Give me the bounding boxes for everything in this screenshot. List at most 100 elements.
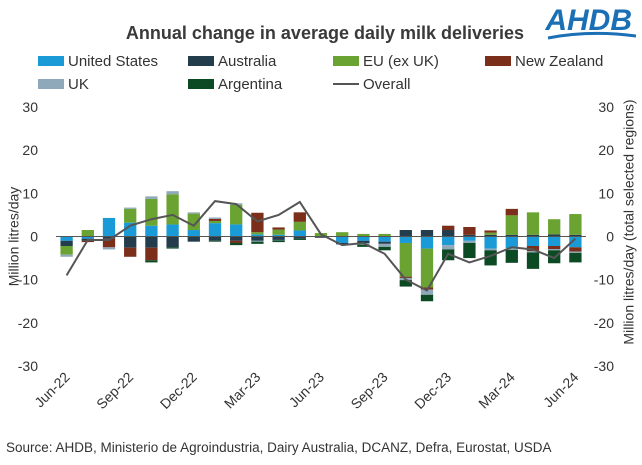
- bar-eu-ex-uk-may-23: [293, 221, 306, 231]
- bar-australia-jun-24: [569, 234, 582, 237]
- bar-australia-oct-23: [399, 230, 412, 237]
- bar-uk-jan-24: [463, 240, 476, 243]
- bar-uk-jan-23: [208, 217, 222, 219]
- bar-new-zealand-mar-23: [251, 212, 264, 233]
- overall-line: [65, 200, 577, 292]
- bar-united-states-dec-22: [187, 230, 200, 237]
- bar-eu-ex-uk-may-24: [548, 219, 561, 235]
- bar-australia-feb-23: [230, 236, 243, 241]
- y-tick-right: 10: [598, 185, 614, 201]
- logo-text: AHDB: [544, 4, 632, 37]
- bar-uk-may-24: [548, 249, 561, 251]
- bar-australia-aug-22: [102, 236, 116, 239]
- bar-eu-ex-uk-mar-24: [505, 215, 518, 235]
- bar-argentina-sep-23: [378, 246, 391, 251]
- bar-eu-ex-uk-oct-22: [145, 198, 158, 226]
- bar-uk-nov-23: [420, 289, 434, 295]
- y-tick-right: 20: [598, 142, 614, 158]
- bar-new-zealand-dec-23: [442, 225, 455, 231]
- source-note: Source: AHDB, Ministerio de Agroindustri…: [6, 440, 551, 455]
- bar-united-states-nov-22: [166, 224, 179, 237]
- bar-argentina-nov-23: [420, 294, 434, 302]
- x-tick-label: Sep-23: [347, 369, 390, 412]
- x-tick-label: Sep-22: [93, 369, 136, 412]
- x-tick-label: Dec-23: [411, 369, 454, 412]
- bar-eu-ex-uk-feb-23: [230, 204, 243, 225]
- bar-uk-jun-24: [569, 251, 582, 253]
- bar-new-zealand-oct-23: [399, 276, 412, 278]
- bar-australia-nov-22: [166, 236, 179, 248]
- legend-label-new-zealand: New Zealand: [515, 53, 603, 70]
- bar-eu-ex-uk-mar-23: [251, 232, 264, 235]
- bar-uk-sep-23: [378, 243, 391, 247]
- y-axis-label-left: Million litres/day: [6, 187, 22, 287]
- bar-eu-ex-uk-sep-23: [378, 233, 391, 237]
- bar-new-zealand-aug-22: [102, 238, 116, 248]
- chart-title: Annual change in average daily milk deli…: [126, 23, 524, 43]
- bar-uk-oct-22: [145, 196, 158, 199]
- legend-swatch-uk: [38, 79, 64, 89]
- bar-australia-apr-24: [526, 234, 540, 237]
- bar-united-states-sep-23: [378, 236, 391, 242]
- bar-australia-aug-23: [357, 240, 370, 243]
- bar-uk-apr-23: [272, 239, 285, 241]
- bar-australia-oct-22: [145, 236, 158, 248]
- bar-uk-aug-22: [102, 247, 116, 250]
- bar-united-states-mar-24: [505, 236, 518, 249]
- bar-eu-ex-uk-jan-23: [208, 220, 222, 224]
- x-tick-label: Mar-23: [221, 369, 264, 412]
- bar-australia-jul-23: [336, 242, 349, 245]
- legend-label-united-states: United States: [68, 53, 158, 70]
- bar-united-states-apr-24: [526, 236, 540, 246]
- bar-australia-mar-23: [251, 236, 264, 241]
- y-tick-left: 20: [22, 142, 38, 158]
- legend-label-australia: Australia: [218, 53, 277, 70]
- bar-eu-ex-uk-apr-24: [526, 212, 540, 235]
- x-tick-label: Jun-22: [31, 369, 73, 411]
- bar-australia-may-23: [293, 236, 306, 239]
- bar-eu-ex-uk-nov-23: [420, 248, 434, 288]
- y-tick-right: -20: [594, 315, 614, 331]
- bar-uk-mar-24: [505, 248, 518, 250]
- bar-australia-apr-23: [272, 236, 285, 240]
- bar-uk-sep-22: [124, 207, 137, 209]
- bar-united-states-jun-22: [60, 236, 73, 241]
- bar-australia-dec-22: [187, 236, 200, 242]
- y-tick-left: -30: [18, 358, 38, 374]
- x-tick-label: Mar-24: [475, 369, 518, 412]
- bar-eu-ex-uk-feb-24: [484, 232, 497, 235]
- axes: -30 -30 -20 -20 -10 -10 0 0 10 10 20 20 30 30 Jun-22 Se…: [18, 99, 614, 412]
- bar-uk-dec-23: [442, 245, 455, 250]
- bar-australia-jun-23: [314, 236, 328, 238]
- bar-australia-mar-24: [505, 234, 518, 237]
- bar-uk-nov-22: [166, 191, 179, 195]
- bar-australia-sep-23: [378, 241, 391, 244]
- plot-area: [56, 191, 586, 302]
- bar-united-states-oct-23: [399, 236, 412, 243]
- bar-argentina-apr-24: [526, 252, 540, 269]
- bar-united-states-aug-22: [102, 217, 116, 237]
- bar-united-states-may-23: [293, 230, 306, 237]
- legend-label-uk: UK: [68, 76, 89, 93]
- y-tick-right: 0: [606, 229, 614, 245]
- bar-united-states-jan-23: [208, 223, 222, 237]
- bar-united-states-feb-24: [484, 236, 497, 249]
- x-tick-label: Jun-24: [540, 369, 582, 411]
- x-tick-label: Jun-23: [286, 369, 328, 411]
- bar-australia-feb-24: [484, 234, 497, 237]
- bar-argentina-nov-22: [166, 247, 179, 249]
- bar-argentina-jun-24: [569, 252, 582, 263]
- bar-australia-dec-23: [442, 230, 455, 237]
- bar-united-states-mar-23: [251, 234, 264, 237]
- bar-new-zealand-feb-23: [230, 240, 243, 243]
- bar-eu-ex-uk-jul-22: [81, 230, 94, 237]
- bar-eu-ex-uk-sep-22: [124, 208, 137, 223]
- bar-united-states-feb-23: [230, 224, 243, 237]
- bar-uk-jun-22: [60, 254, 73, 257]
- bar-united-states-apr-23: [272, 234, 285, 237]
- bar-new-zealand-jan-24: [463, 227, 476, 235]
- bar-argentina-aug-23: [357, 244, 370, 247]
- legend-swatch-new-zealand: [485, 56, 511, 66]
- bar-uk-apr-24: [526, 251, 540, 253]
- y-tick-left: -10: [18, 272, 38, 288]
